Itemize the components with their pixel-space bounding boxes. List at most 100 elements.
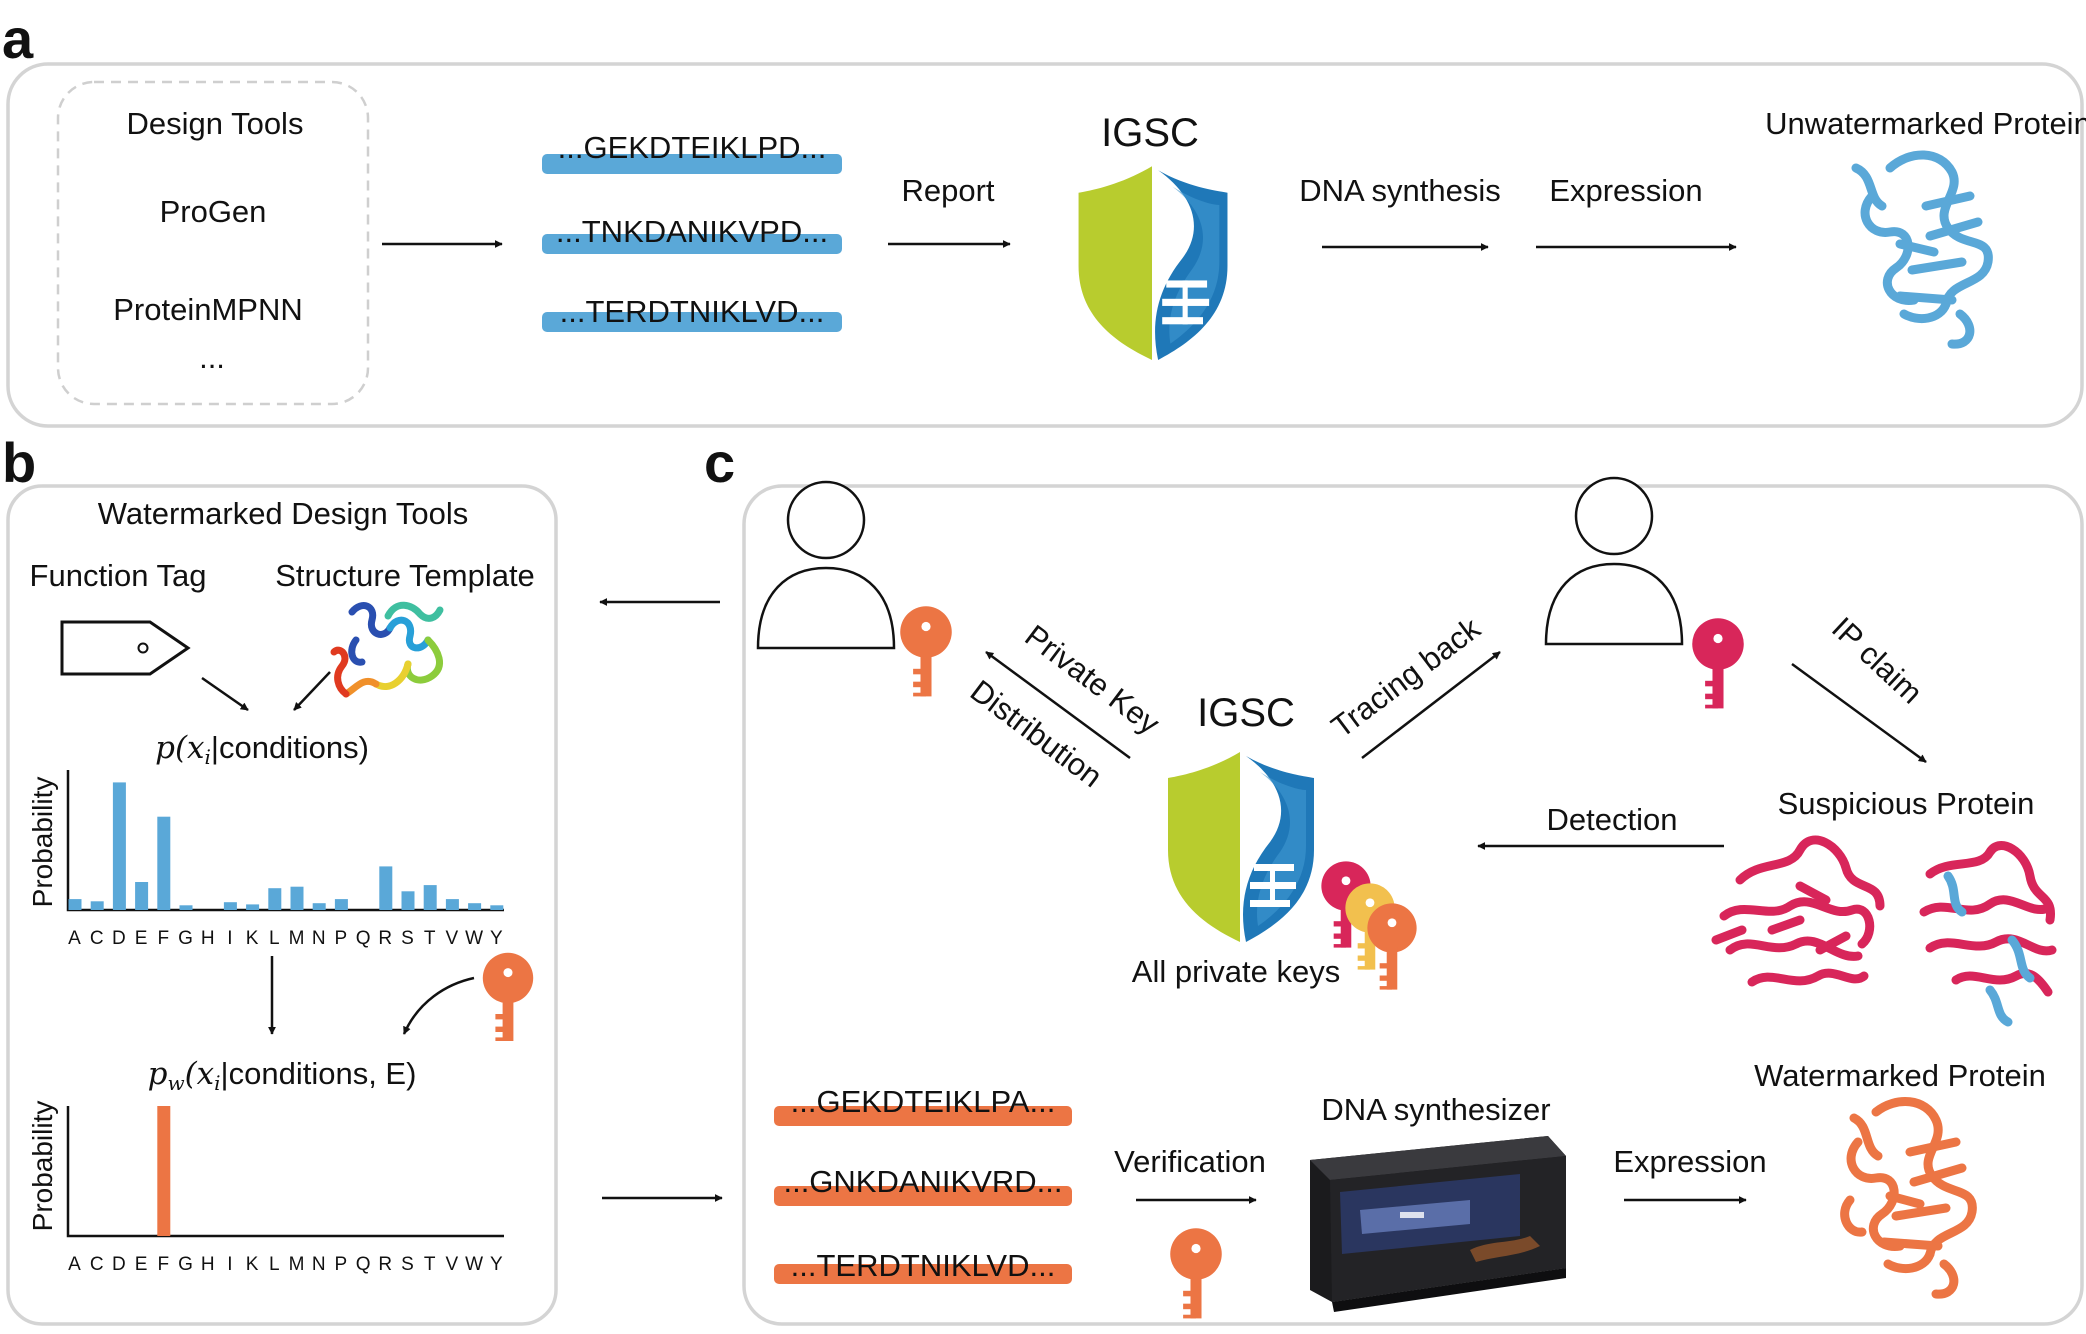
- seq-a-1: ...GEKDTEIKLPD...: [558, 130, 827, 165]
- chart1-bar-K: [246, 904, 260, 910]
- arrow-b-tag: [201, 676, 249, 712]
- chart1-bar-R: [379, 866, 393, 910]
- chart2-tick-W: W: [465, 1254, 484, 1275]
- structure-template-icon: [330, 601, 444, 698]
- label-detection: Detection: [1547, 802, 1678, 837]
- panel-letter-b: b: [2, 431, 36, 494]
- function-tag-hole: [137, 642, 149, 654]
- design-tool-ellipsis: ...: [199, 340, 225, 375]
- chart1-bar-N: [312, 903, 326, 910]
- seq-a-2: ...TNKDANIKVPD...: [556, 214, 828, 249]
- label-expression-c: Expression: [1613, 1144, 1766, 1179]
- chart2-tick-A: A: [68, 1254, 82, 1275]
- chart1-bar-V: [445, 899, 459, 910]
- seq-bar-a-2: [542, 234, 842, 254]
- seq-c-1: ...GEKDTEIKLPA...: [791, 1084, 1056, 1119]
- formula-bottom: pw(xi|conditions, E): [148, 1056, 417, 1095]
- seq-bar-c-3: [774, 1264, 1072, 1284]
- chart2-tick-P: P: [335, 1254, 349, 1275]
- chart1-tick-K: K: [246, 928, 260, 949]
- label-suspicious-protein: Suspicious Protein: [1778, 786, 2035, 821]
- key-icon-verification: [1170, 1228, 1222, 1319]
- chart1-bar-G: [179, 905, 193, 910]
- chart2-tick-K: K: [246, 1254, 260, 1275]
- label-ip-claim: IP claim: [1825, 610, 1929, 710]
- chart1-bar-F: [157, 816, 171, 910]
- chart1-bar-T: [423, 885, 437, 910]
- chart1-tick-C: C: [90, 928, 105, 949]
- chart1-tick-D: D: [112, 928, 127, 949]
- chart1-bar-M: [290, 886, 304, 910]
- chart1-tick-A: A: [68, 928, 82, 949]
- panel-a: Design Tools ProGen ProteinMPNN ... ...G…: [6, 62, 2086, 428]
- chart2-tick-F: F: [157, 1254, 170, 1275]
- chart2-tick-L: L: [269, 1254, 281, 1275]
- chart1-tick-W: W: [465, 928, 484, 949]
- key-icon-all-2: [1345, 883, 1395, 970]
- chart2-tick-D: D: [112, 1254, 127, 1275]
- chart1-bar-Y: [490, 905, 504, 910]
- key-icon-b: [482, 952, 534, 1041]
- panel-b-title: Watermarked Design Tools: [98, 496, 468, 531]
- panel-b: Watermarked Design Tools Function Tag St…: [6, 484, 558, 1326]
- label-all-private-keys: All private keys: [1132, 954, 1340, 989]
- label-function-tag: Function Tag: [30, 558, 207, 593]
- chart1-ylabel: Probability: [27, 777, 58, 908]
- chart1-tick-M: M: [289, 928, 306, 949]
- key-icon-all-3: [1367, 903, 1417, 990]
- label-verification: Verification: [1114, 1144, 1266, 1179]
- label-report: Report: [901, 173, 994, 208]
- chart2-tick-V: V: [446, 1254, 460, 1275]
- chart2-axes: [66, 1106, 504, 1238]
- function-tag-icon: [60, 620, 191, 676]
- formula-top: p(xi|conditions): [155, 730, 369, 769]
- design-tools-title: Design Tools: [127, 106, 304, 141]
- seq-a-3: ...TERDTNIKLVD...: [560, 294, 825, 329]
- user-icon-right: [1544, 476, 1684, 646]
- igsc-shield-icon-a: [1078, 166, 1228, 360]
- seq-c-2: ...GNKDANIKVRD...: [783, 1164, 1062, 1199]
- arrow-tracing-back: [1361, 651, 1501, 759]
- key-icon-user-right: [1692, 618, 1744, 709]
- igsc-label-c: IGSC: [1197, 691, 1295, 735]
- chart2-tick-H: H: [201, 1254, 216, 1275]
- chart1-tick-I: I: [227, 928, 233, 949]
- suspicious-protein-icon-2: [1919, 841, 2057, 1027]
- design-tool-progen: ProGen: [160, 194, 267, 229]
- chart1-tick-G: G: [178, 928, 194, 949]
- chart1-tick-H: H: [201, 928, 216, 949]
- chart1-bar-P: [334, 899, 348, 910]
- label-dna-synthesis: DNA synthesis: [1299, 173, 1501, 208]
- unwatermarked-protein-icon: [1851, 150, 1993, 349]
- panel-a-frame: [6, 62, 2084, 428]
- chart1-bar-C: [90, 901, 104, 910]
- user-icon-left: [756, 480, 896, 650]
- igsc-shield-icon-c: [1168, 752, 1314, 942]
- arrow-distribution: [985, 650, 1131, 760]
- design-tool-proteinmpnn: ProteinMPNN: [113, 292, 303, 327]
- key-icon-all-1: [1321, 861, 1371, 948]
- chart1-bar-A: [68, 899, 82, 910]
- seq-bar-a-3: [542, 312, 842, 332]
- chart1-bar-D: [112, 782, 126, 910]
- chart1-tick-V: V: [446, 928, 460, 949]
- chart1-tick-T: T: [424, 928, 437, 949]
- chart1-tick-S: S: [401, 928, 415, 949]
- seq-bar-c-1: [774, 1106, 1072, 1126]
- chart2-tick-N: N: [312, 1254, 327, 1275]
- design-tools-box: [56, 80, 370, 406]
- label-expression-a: Expression: [1549, 173, 1702, 208]
- arrow-b-structure: [293, 671, 331, 711]
- label-unwatermarked-protein: Unwatermarked Protein: [1765, 106, 2086, 141]
- chart1-tick-P: P: [335, 928, 349, 949]
- chart1-bar-I: [223, 902, 237, 910]
- chart2-tick-I: I: [227, 1254, 233, 1275]
- key-icon-user-left: [900, 606, 952, 697]
- chart2-tick-C: C: [90, 1254, 105, 1275]
- chart2-tick-S: S: [401, 1254, 415, 1275]
- chart2-ylabel: Probability: [27, 1101, 58, 1232]
- panel-b-frame: [6, 484, 558, 1326]
